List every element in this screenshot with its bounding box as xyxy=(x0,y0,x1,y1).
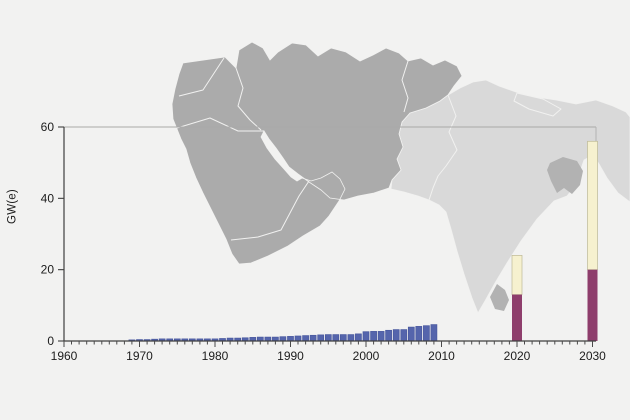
y-tick-label: 60 xyxy=(41,120,55,134)
projection-low-bar-2030 xyxy=(587,269,598,341)
map-layer xyxy=(171,41,630,314)
historical-bar-1990 xyxy=(287,336,294,342)
y-tick-label: 40 xyxy=(41,191,55,205)
historical-bar-1994 xyxy=(317,334,325,342)
historical-bar-1989 xyxy=(279,336,287,342)
x-tick-label: 1960 xyxy=(51,349,78,363)
historical-bar-1998 xyxy=(347,334,355,342)
historical-bar-2001 xyxy=(370,331,377,342)
historical-bar-2009 xyxy=(430,324,438,342)
x-tick-label: 1970 xyxy=(126,349,153,363)
historical-bar-2002 xyxy=(377,331,385,342)
historical-bar-1991 xyxy=(294,335,302,342)
historical-bar-2005 xyxy=(400,329,408,342)
x-tick-label: 2010 xyxy=(428,349,455,363)
historical-bar-2008 xyxy=(423,325,430,342)
historical-bar-2004 xyxy=(392,329,400,342)
projection-low-bar-2020 xyxy=(512,294,522,341)
historical-bar-2003 xyxy=(385,329,392,342)
historical-bar-1992 xyxy=(302,335,309,342)
x-tick-label: 2020 xyxy=(504,349,531,363)
x-tick-label: 1980 xyxy=(202,349,229,363)
y-tick-label: 20 xyxy=(41,263,55,277)
projection-high-bar-2020 xyxy=(511,255,523,295)
bangladesh-region xyxy=(547,157,583,194)
sri-lanka-region xyxy=(490,284,509,311)
projection-high-bar-2030 xyxy=(587,140,598,271)
historical-bar-1993 xyxy=(309,334,317,342)
historical-bar-2000 xyxy=(362,331,370,342)
x-tick-label: 1990 xyxy=(277,349,304,363)
historical-bar-2006 xyxy=(407,326,415,342)
y-tick-label: 0 xyxy=(47,334,54,348)
country-borders xyxy=(176,57,562,241)
y-axis-title: GW(e) xyxy=(6,189,19,224)
historical-bar-1996 xyxy=(332,334,340,342)
historical-bar-2007 xyxy=(415,326,423,342)
middle-east-region xyxy=(171,41,463,265)
chart-layer: 0 20 40 60 1960 1970 1980 1990 2000 2010 2020 2030 xyxy=(41,120,607,363)
x-tick-label: 2030 xyxy=(579,349,606,363)
x-tick-label: 2000 xyxy=(353,349,380,363)
historical-bar-1995 xyxy=(324,334,332,342)
historical-bar-1997 xyxy=(339,334,347,342)
historical-bar-1999 xyxy=(355,333,362,342)
